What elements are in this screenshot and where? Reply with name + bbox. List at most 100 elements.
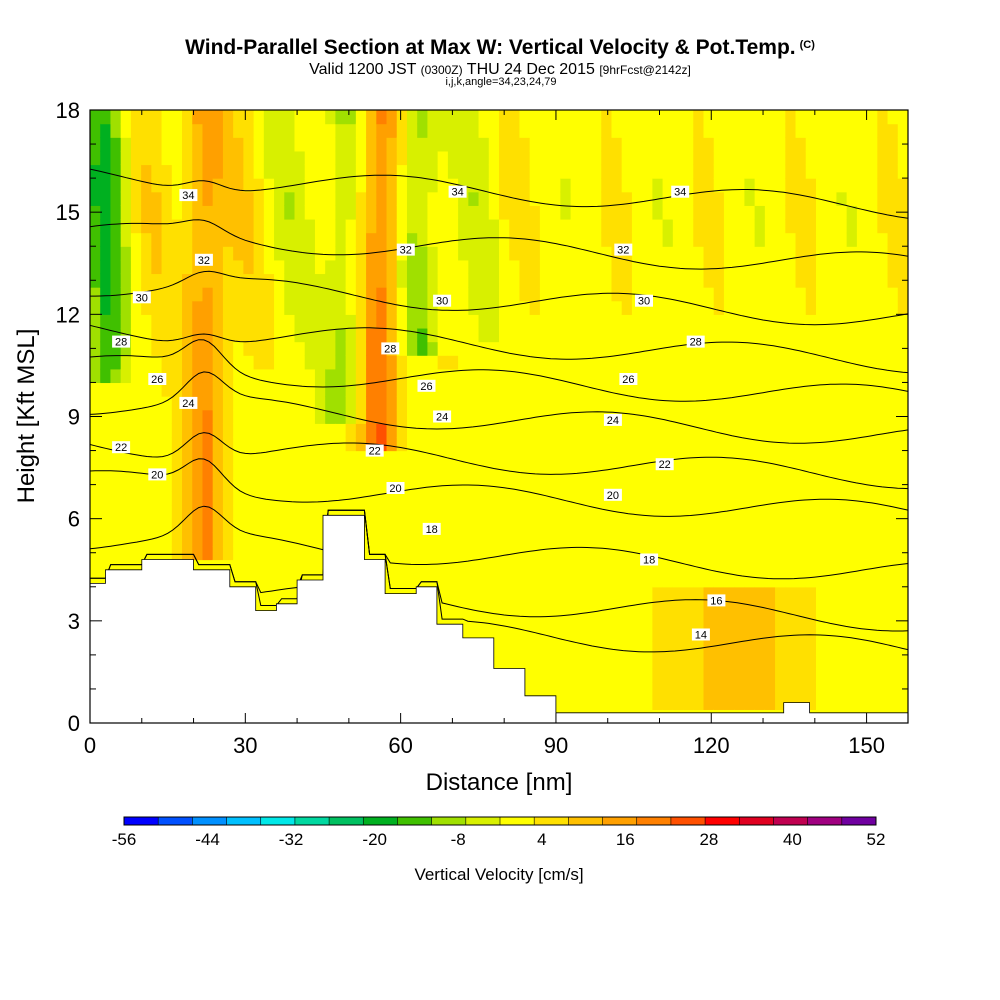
velocity-cell (325, 273, 336, 288)
velocity-cell (611, 518, 623, 533)
velocity-cell (693, 614, 705, 629)
chart-subtitle: Valid 1200 JST (0300Z) THU 24 Dec 2015 [… (309, 61, 691, 78)
velocity-cell (529, 123, 541, 138)
velocity-cell (693, 246, 705, 261)
velocity-cell (764, 191, 776, 206)
velocity-cell (233, 518, 244, 533)
velocity-cell (887, 273, 899, 288)
velocity-cell (887, 559, 899, 574)
contour-label-box (194, 253, 213, 266)
velocity-cell (580, 327, 592, 343)
velocity-cell (539, 191, 551, 206)
velocity-cell (785, 123, 797, 138)
y-tick-label: 6 (68, 507, 80, 532)
velocity-cell (601, 532, 613, 547)
velocity-cell (683, 218, 694, 234)
colorbar-swatch (705, 817, 740, 825)
velocity-cell (304, 355, 316, 370)
velocity-cell (560, 491, 572, 506)
velocity-cell (161, 191, 173, 206)
velocity-cell (539, 246, 551, 261)
contour-label: 24 (182, 398, 194, 410)
velocity-cell (867, 614, 878, 629)
velocity-cell (703, 150, 715, 166)
velocity-cell (734, 464, 746, 479)
velocity-cell (723, 382, 735, 397)
velocity-cell (856, 627, 868, 642)
contour-label: 20 (389, 483, 401, 495)
velocity-cell (805, 314, 817, 329)
velocity-cell (468, 532, 480, 547)
velocity-cell (335, 178, 347, 193)
velocity-cell (396, 368, 408, 384)
velocity-cell (233, 314, 244, 329)
velocity-cell (611, 355, 623, 370)
velocity-cell (406, 259, 418, 275)
velocity-cell (560, 246, 572, 261)
velocity-cell (529, 300, 541, 315)
velocity-cell (621, 232, 633, 247)
velocity-cell (90, 491, 101, 506)
velocity-cell (826, 573, 838, 588)
velocity-cell (621, 341, 633, 356)
velocity-cell (499, 464, 510, 479)
velocity-cell (856, 436, 868, 452)
velocity-cell (764, 423, 776, 438)
velocity-cell (560, 341, 572, 356)
velocity-cell (366, 273, 377, 288)
velocity-cell (672, 164, 684, 179)
velocity-cell (253, 232, 265, 247)
velocity-cell (304, 559, 316, 574)
velocity-cell (764, 477, 776, 493)
velocity-cell (652, 545, 664, 561)
velocity-cell (161, 491, 173, 506)
velocity-cell (683, 436, 694, 452)
velocity-cell (335, 273, 347, 288)
velocity-cell (805, 641, 817, 656)
velocity-cell (529, 464, 541, 479)
velocity-cell (314, 559, 326, 574)
velocity-cell (417, 341, 429, 356)
velocity-cell (754, 164, 766, 179)
velocity-cell (836, 164, 848, 179)
velocity-cell (642, 518, 653, 533)
velocity-cell (376, 178, 388, 193)
velocity-cell (877, 314, 889, 329)
velocity-cell (591, 137, 602, 152)
contour-label-box (179, 396, 198, 409)
velocity-cell (754, 518, 766, 533)
velocity-cell (570, 627, 582, 642)
velocity-cell (734, 191, 746, 206)
velocity-cell (171, 259, 183, 275)
velocity-cell (764, 409, 776, 424)
velocity-cell (141, 150, 152, 166)
velocity-cell (550, 545, 561, 561)
velocity-cell (734, 137, 746, 152)
velocity-cell (437, 300, 449, 315)
velocity-cell (519, 246, 531, 261)
velocity-cell (325, 150, 336, 166)
velocity-cell (683, 232, 694, 247)
velocity-cell (212, 246, 224, 261)
velocity-cell (887, 382, 899, 397)
velocity-cell (488, 477, 500, 493)
velocity-cell (274, 164, 285, 179)
velocity-cell (642, 477, 653, 493)
velocity-cell (775, 573, 786, 588)
velocity-cell (754, 218, 766, 234)
velocity-cell (396, 450, 408, 465)
velocity-cell (478, 409, 490, 424)
contour-label-box (603, 413, 622, 426)
velocity-cell (846, 518, 858, 533)
velocity-cell (775, 682, 786, 697)
velocity-cell (754, 341, 766, 356)
velocity-cell (171, 464, 183, 479)
velocity-cell (222, 246, 234, 261)
velocity-cell (212, 137, 224, 152)
velocity-cell (642, 123, 653, 138)
velocity-cell (396, 491, 408, 506)
velocity-cell (815, 464, 827, 479)
velocity-cell (631, 382, 643, 397)
velocity-cell (713, 300, 725, 315)
velocity-cell (836, 545, 848, 561)
